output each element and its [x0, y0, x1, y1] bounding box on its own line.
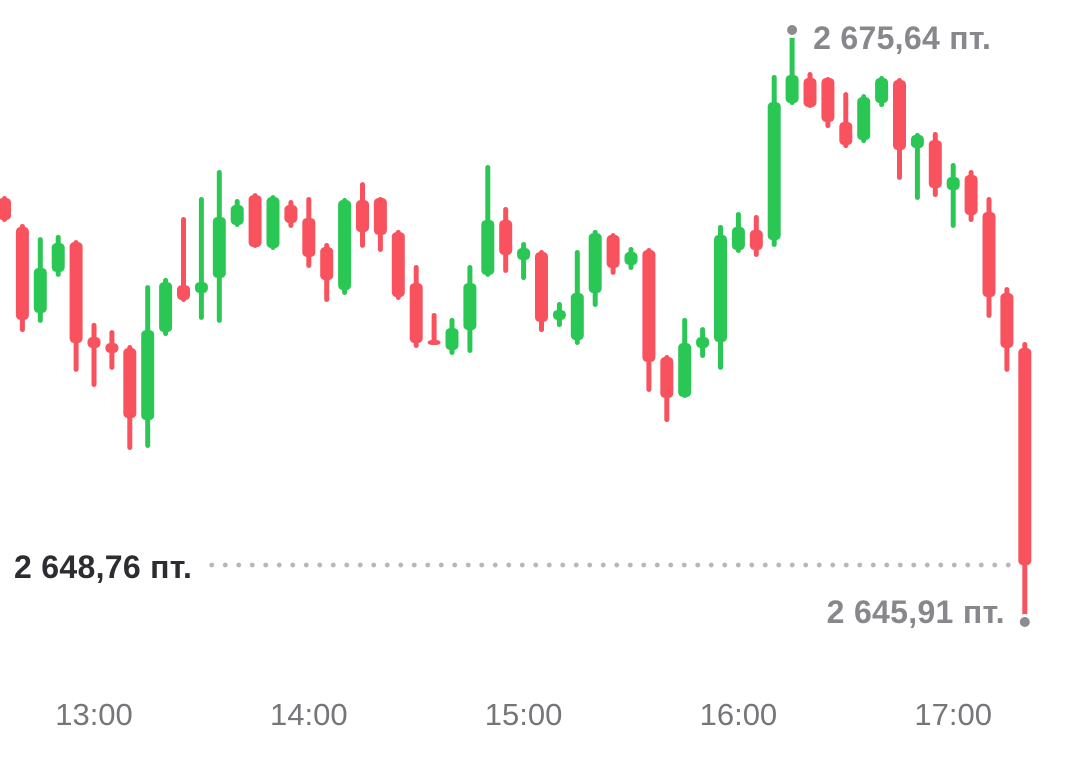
candle-wick	[91, 322, 97, 388]
candle-body	[177, 285, 190, 301]
candle-body	[893, 79, 906, 151]
candle-body	[552, 309, 566, 320]
candle-body	[803, 77, 817, 108]
candle-body	[409, 283, 423, 344]
x-axis-label: 13:00	[55, 697, 133, 732]
candle-body	[535, 252, 548, 322]
last-price-dotted-line	[205, 562, 1013, 569]
candle-wick	[950, 163, 956, 228]
candle-body	[731, 226, 745, 251]
candle-body	[481, 219, 495, 275]
x-axis-label: 14:00	[270, 697, 348, 732]
candle-body	[194, 282, 208, 294]
candle-body	[1018, 347, 1032, 566]
candle-body	[463, 283, 477, 331]
x-axis-label: 16:00	[699, 697, 778, 732]
candle-body	[517, 248, 531, 260]
candle-body	[964, 174, 978, 215]
candle-body	[714, 234, 727, 343]
candle-body	[87, 337, 101, 348]
candle-body	[785, 74, 799, 104]
candle-wick	[431, 312, 437, 346]
candle-body	[69, 242, 83, 344]
candle-body	[499, 219, 513, 256]
last-price-label: 2 648,76 пт.	[14, 549, 193, 586]
candle-body	[15, 226, 29, 320]
candle-wick	[198, 197, 204, 320]
x-axis: 13:00 14:00 15:00 16:00 17:00	[0, 694, 1080, 736]
x-axis-label: 15:00	[484, 697, 563, 732]
candle-wick	[914, 132, 920, 201]
candle-body	[141, 330, 155, 421]
candle-body	[1000, 293, 1014, 348]
candle-wick	[181, 216, 186, 302]
low-price-label: 2 645,91 пт.	[826, 594, 1005, 630]
candle-body	[33, 267, 47, 313]
candle-body	[0, 198, 11, 220]
candle-body	[248, 195, 262, 248]
candle-body	[982, 211, 996, 298]
candle-body	[302, 217, 316, 257]
candle-body	[928, 140, 942, 189]
x-axis-label: 17:00	[914, 697, 992, 732]
candle-body	[212, 216, 226, 278]
candle-body	[606, 234, 620, 268]
candle-body	[105, 343, 119, 353]
candle-body	[821, 77, 835, 122]
candle-body	[875, 77, 889, 104]
candle-body	[678, 343, 692, 397]
candle-body	[266, 197, 280, 249]
candle-body	[749, 229, 763, 251]
candle-body	[910, 134, 924, 149]
candle-body	[338, 200, 352, 291]
candle-body	[445, 328, 459, 350]
high-point-dot	[784, 21, 801, 38]
candle-body	[660, 356, 674, 398]
candle-body	[767, 102, 781, 241]
candle-body	[373, 198, 387, 235]
candle-body	[320, 247, 334, 281]
candle-body	[356, 200, 369, 233]
candle-body	[624, 252, 638, 265]
candle-body	[857, 97, 871, 141]
candle-body	[839, 121, 853, 146]
candle-body	[642, 250, 656, 362]
candle-body	[588, 233, 602, 294]
candle-body	[123, 347, 137, 419]
candle-body	[230, 205, 244, 225]
candle-body	[696, 337, 710, 348]
candle-wick	[521, 242, 527, 281]
candle-body	[427, 340, 441, 346]
candle-body	[946, 176, 960, 191]
low-point-dot	[1016, 614, 1033, 630]
candle-body	[51, 243, 65, 272]
candle-body	[391, 232, 405, 298]
candle-body	[570, 293, 584, 341]
high-price-label: 2 675,64 пт.	[813, 19, 992, 56]
candle-body	[284, 205, 298, 223]
candle-body	[159, 282, 173, 333]
